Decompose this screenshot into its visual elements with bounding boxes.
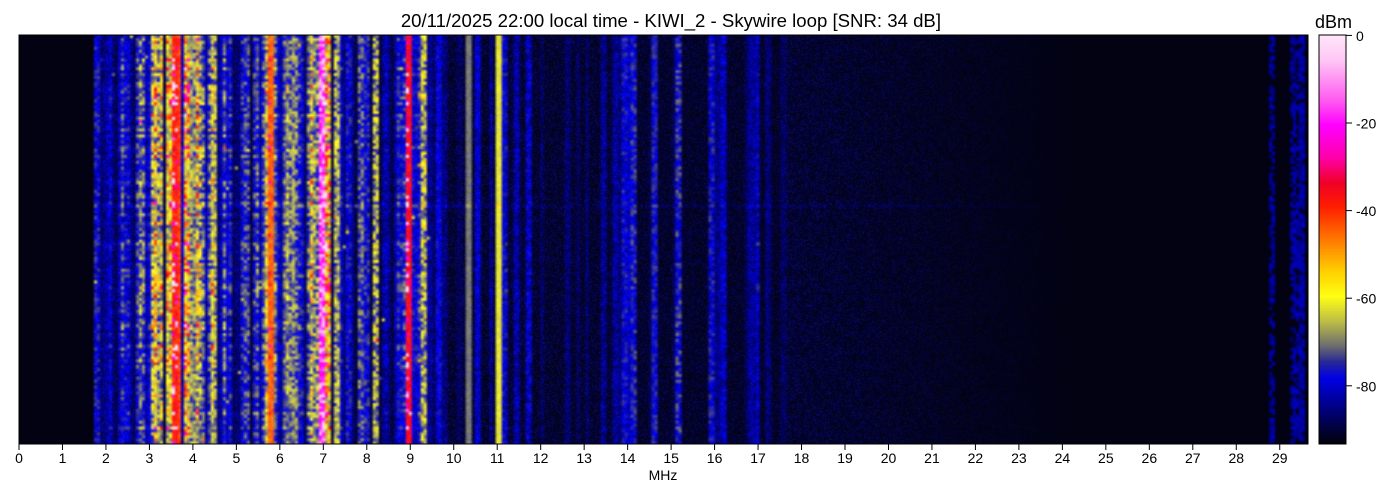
svg-text:15: 15 xyxy=(663,450,679,466)
svg-text:10: 10 xyxy=(446,450,462,466)
svg-text:17: 17 xyxy=(750,450,766,466)
svg-text:27: 27 xyxy=(1185,450,1201,466)
svg-text:20: 20 xyxy=(881,450,897,466)
svg-text:18: 18 xyxy=(794,450,810,466)
svg-text:19: 19 xyxy=(837,450,853,466)
svg-text:23: 23 xyxy=(1011,450,1027,466)
svg-text:0: 0 xyxy=(15,450,23,466)
svg-text:28: 28 xyxy=(1228,450,1244,466)
svg-text:-80: -80 xyxy=(1356,378,1376,394)
svg-text:6: 6 xyxy=(276,450,284,466)
svg-text:-60: -60 xyxy=(1356,291,1376,307)
svg-text:8: 8 xyxy=(363,450,371,466)
svg-text:25: 25 xyxy=(1098,450,1114,466)
svg-text:14: 14 xyxy=(620,450,636,466)
svg-text:16: 16 xyxy=(707,450,723,466)
svg-text:12: 12 xyxy=(533,450,549,466)
svg-text:9: 9 xyxy=(406,450,414,466)
svg-text:26: 26 xyxy=(1142,450,1158,466)
svg-text:21: 21 xyxy=(924,450,940,466)
svg-text:3: 3 xyxy=(146,450,154,466)
svg-text:7: 7 xyxy=(319,450,327,466)
svg-text:dBm: dBm xyxy=(1315,12,1352,32)
svg-text:24: 24 xyxy=(1055,450,1071,466)
svg-text:29: 29 xyxy=(1272,450,1288,466)
svg-text:-20: -20 xyxy=(1356,116,1376,132)
svg-text:0: 0 xyxy=(1356,28,1364,44)
svg-text:11: 11 xyxy=(490,450,505,466)
svg-text:5: 5 xyxy=(232,450,240,466)
svg-text:MHz: MHz xyxy=(649,467,678,483)
svg-text:1: 1 xyxy=(59,450,67,466)
svg-text:22: 22 xyxy=(968,450,984,466)
svg-text:-40: -40 xyxy=(1356,203,1376,219)
svg-text:13: 13 xyxy=(576,450,592,466)
svg-text:2: 2 xyxy=(102,450,110,466)
svg-text:4: 4 xyxy=(189,450,197,466)
